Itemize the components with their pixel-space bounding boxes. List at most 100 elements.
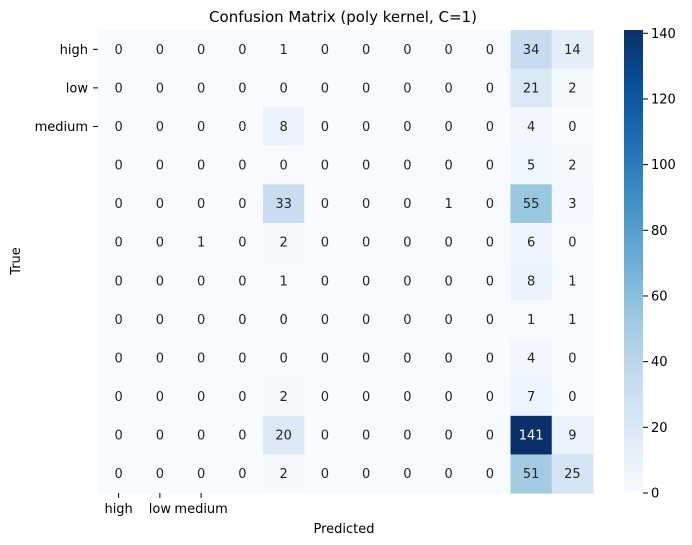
heatmap-cell <box>386 300 429 340</box>
heatmap-cell <box>469 300 512 340</box>
heatmap-cell <box>551 107 594 147</box>
cell-value-label: 0 <box>486 159 494 174</box>
heatmap-cell <box>304 454 347 494</box>
cell-value-label: 0 <box>321 81 329 96</box>
heatmap-cell <box>551 68 594 108</box>
heatmap-cell <box>98 415 140 456</box>
cell-value-label: 7 <box>527 390 535 405</box>
heatmap-cell <box>139 300 182 340</box>
cell-value-label: 0 <box>403 390 411 405</box>
heatmap-cell <box>180 261 223 301</box>
heatmap-cell <box>428 107 470 147</box>
cell-value-label: 0 <box>114 390 122 405</box>
heatmap-cell <box>139 68 182 108</box>
cell-value-label: 0 <box>197 197 205 212</box>
cell-value-label: 51 <box>523 467 540 482</box>
heatmap-cell <box>386 377 429 417</box>
heatmap-cell <box>221 222 264 263</box>
cell-value-label: 0 <box>197 313 205 328</box>
heatmap-cell <box>263 30 305 70</box>
cell-value-label: 21 <box>523 81 540 96</box>
colorbar-tick-label: 20 <box>651 421 668 436</box>
heatmap-cell <box>345 30 388 70</box>
heatmap-cell <box>510 68 553 108</box>
heatmap-cell <box>469 184 512 224</box>
heatmap-cell <box>139 415 182 456</box>
cell-value-label: 0 <box>362 429 370 444</box>
cell-value-label: 0 <box>197 351 205 366</box>
heatmap-cell <box>469 30 512 70</box>
heatmap-cell <box>469 107 512 147</box>
heatmap-cell <box>263 377 305 417</box>
cell-value-label: 0 <box>362 236 370 251</box>
cell-value-label: 4 <box>527 120 535 135</box>
cell-value-label: 0 <box>279 159 287 174</box>
cell-value-label: 0 <box>197 429 205 444</box>
cell-value-label: 0 <box>444 429 452 444</box>
cell-value-label: 141 <box>519 429 544 444</box>
heatmap-cell <box>139 107 182 147</box>
heatmap-cell <box>345 184 388 224</box>
cell-value-label: 0 <box>197 120 205 135</box>
heatmap-cell <box>469 415 512 456</box>
heatmap-cell <box>304 145 347 185</box>
heatmap-cell <box>551 30 594 70</box>
heatmap-cell <box>221 261 264 301</box>
cell-value-label: 0 <box>197 467 205 482</box>
heatmap-cell <box>345 261 388 301</box>
cell-value-label: 0 <box>238 159 246 174</box>
cell-value-label: 0 <box>568 120 576 135</box>
cell-value-label: 0 <box>238 197 246 212</box>
cell-value-label: 2 <box>279 236 287 251</box>
y-tick-label: low <box>66 81 89 96</box>
cell-value-label: 0 <box>486 313 494 328</box>
cell-value-label: 0 <box>486 236 494 251</box>
heatmap-cell <box>304 222 347 263</box>
heatmap-cell <box>263 300 305 340</box>
heatmap-cell <box>510 454 553 494</box>
heatmap-cell <box>304 338 347 378</box>
cell-value-label: 0 <box>362 159 370 174</box>
cell-value-label: 0 <box>114 236 122 251</box>
heatmap-cell <box>510 300 553 340</box>
cell-value-label: 6 <box>527 236 535 251</box>
heatmap-cell <box>98 261 140 301</box>
heatmap-cell <box>551 454 594 494</box>
cell-value-label: 0 <box>238 120 246 135</box>
heatmap-cells: 0 0 0 0 1 0 0 0 0 0 34 140 0 0 0 0 0 0 0 0 0 21 20 0 0 0 8 0 0 0 0 0 4 00… <box>98 30 594 494</box>
heatmap-cell <box>221 68 264 108</box>
cell-value-label: 0 <box>156 429 164 444</box>
cell-value-label: 20 <box>275 429 292 444</box>
cell-value-label: 0 <box>114 120 122 135</box>
cell-value-label: 0 <box>156 390 164 405</box>
cell-value-label: 0 <box>444 313 452 328</box>
heatmap-cell <box>180 377 223 417</box>
cell-value-label: 0 <box>238 43 246 58</box>
heatmap-cell <box>221 30 264 70</box>
cell-value-label: 0 <box>362 351 370 366</box>
heatmap-cell <box>345 454 388 494</box>
cell-value-label: 0 <box>156 274 164 289</box>
cell-value-label: 0 <box>444 43 452 58</box>
cell-value-label: 0 <box>568 351 576 366</box>
heatmap-cell <box>510 338 553 378</box>
heatmap-cell <box>304 377 347 417</box>
heatmap-cell <box>221 300 264 340</box>
colorbar-tick-label: 0 <box>651 487 659 502</box>
heatmap-cell <box>263 261 305 301</box>
heatmap-cell <box>469 68 512 108</box>
cell-value-label: 0 <box>197 43 205 58</box>
cell-value-label: 0 <box>279 351 287 366</box>
cell-value-label: 0 <box>444 81 452 96</box>
y-tick-label: high <box>60 43 88 58</box>
heatmap-cell <box>304 415 347 456</box>
heatmap-cell <box>263 68 305 108</box>
heatmap-cell <box>428 338 470 378</box>
heatmap-cell <box>428 184 470 224</box>
cell-value-label: 0 <box>444 159 452 174</box>
heatmap-cell <box>263 145 305 185</box>
cell-value-label: 1 <box>444 197 452 212</box>
heatmap-cell <box>221 338 264 378</box>
cell-value-label: 0 <box>321 120 329 135</box>
cell-value-label: 0 <box>238 467 246 482</box>
